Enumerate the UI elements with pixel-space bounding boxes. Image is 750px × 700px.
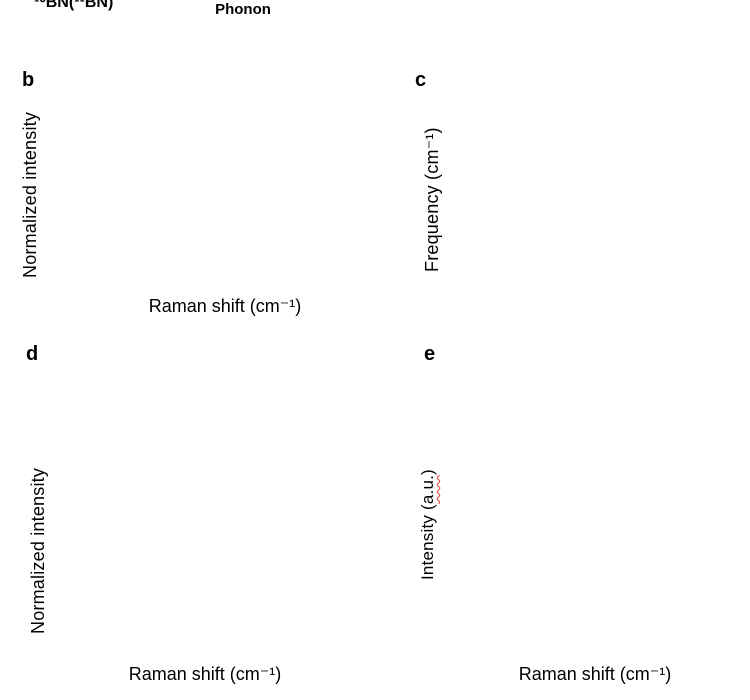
panel-d-chart	[18, 342, 428, 664]
panel-b-letter: b	[22, 69, 35, 91]
panel-d-letter: d	[26, 343, 39, 365]
panel-e-xlabel: Raman shift (cm⁻¹)	[518, 664, 672, 684]
panel-a-bn-label: ¹⁰BN(¹¹BN)	[34, 0, 114, 11]
panel-c-chart	[410, 70, 750, 314]
panel-b-xlabel: Raman shift (cm⁻¹)	[148, 296, 302, 316]
panel-c-letter: c	[415, 69, 427, 91]
panel-b-chart	[18, 70, 383, 310]
panel-a-phonon-label: Phonon	[215, 1, 271, 18]
panel-e-chart	[412, 342, 750, 660]
panel-d-xlabel: Raman shift (cm⁻¹)	[128, 664, 282, 684]
panel-e-letter: e	[424, 343, 436, 365]
